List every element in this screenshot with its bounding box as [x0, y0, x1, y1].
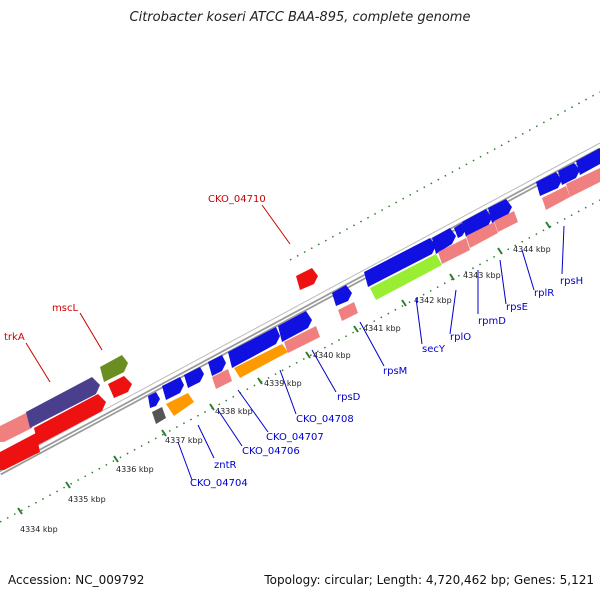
gene-arrow	[466, 222, 498, 248]
accession-text: Accession: NC_009792	[8, 573, 145, 587]
gene-label-rplr: rplR	[534, 288, 554, 299]
gene-label-secy: secY	[422, 344, 446, 355]
gene-label-cko-04704: CKO_04704	[190, 478, 248, 489]
gene-arrow	[566, 168, 600, 197]
gene-arrow	[576, 148, 600, 175]
gene-label-rplo: rplO	[450, 332, 471, 343]
gene-arrow	[488, 199, 512, 223]
genome-summary-text: Topology: circular; Length: 4,720,462 bp…	[264, 573, 594, 587]
gene-arrow-mscl	[100, 355, 128, 382]
gene-arrow	[108, 376, 132, 398]
tick-label: 4343 kbp	[463, 271, 501, 280]
gene-label-trka: trkA	[4, 332, 25, 343]
map-title: Citrobacter koseri ATCC BAA-895, complet…	[129, 10, 471, 25]
gene-label-zntr: zntR	[214, 460, 237, 471]
tick-label: 4338 kbp	[215, 407, 253, 416]
label-leaders	[25, 204, 565, 481]
gene-arrow	[34, 394, 106, 445]
gene-arrow	[542, 186, 570, 210]
gene-arrow	[494, 211, 518, 232]
gene-label-cko-04710: CKO_04710	[208, 194, 266, 205]
gene-label-rpsm: rpsM	[383, 366, 407, 377]
gene-arrow	[364, 238, 436, 287]
gene-arrow	[0, 412, 32, 442]
gene-arrow	[148, 392, 160, 408]
tick-label: 4335 kbp	[68, 495, 106, 504]
gene-labels: CKO_04710 mscL trkA CKO_04704 zntR CKO_0…	[4, 194, 583, 489]
tick-label: 4337 kbp	[165, 436, 203, 445]
gene-label-cko-04707: CKO_04707	[266, 432, 324, 443]
gene-arrow	[0, 433, 40, 470]
gene-label-rpsh: rpsH	[560, 276, 583, 287]
gene-arrow	[454, 223, 466, 238]
tick-label: 4341 kbp	[363, 324, 401, 333]
gene-arrow	[184, 367, 204, 388]
gene-arrow	[208, 355, 226, 376]
gene-arrow	[284, 326, 320, 353]
tick-label: 4336 kbp	[116, 465, 154, 474]
gene-arrow-cko-04710	[296, 268, 318, 290]
gene-label-rpse: rpsE	[506, 302, 528, 313]
outer-dotted-guide	[289, 91, 600, 261]
gene-label-rpsd: rpsD	[337, 392, 361, 403]
gene-arrow	[26, 377, 100, 428]
inner-dotted-guide	[0, 199, 600, 523]
tick-label: 4340 kbp	[313, 351, 351, 360]
gene-arrow	[332, 285, 352, 306]
gene-arrow	[536, 172, 562, 196]
gene-arrow	[234, 344, 288, 378]
gene-arrow	[370, 254, 442, 300]
gene-features	[0, 148, 600, 470]
gene-arrow	[278, 311, 312, 342]
gene-arrow	[162, 377, 184, 400]
tick-label: 4334 kbp	[20, 525, 58, 534]
tick-label: 4339 kbp	[264, 379, 302, 388]
gene-label-cko-04708: CKO_04708	[296, 414, 354, 425]
gene-label-rpmd: rpmD	[478, 316, 506, 327]
gene-arrow	[166, 393, 194, 416]
gene-arrow	[462, 209, 492, 237]
tick-labels: 4334 kbp 4335 kbp 4336 kbp 4337 kbp 4338…	[20, 245, 551, 534]
gene-label-mscl: mscL	[52, 303, 78, 314]
tick-label: 4342 kbp	[414, 296, 452, 305]
gene-arrow	[432, 228, 456, 254]
tick-label: 4344 kbp	[513, 245, 551, 254]
gene-arrow	[212, 369, 232, 389]
gene-arrow	[152, 407, 166, 424]
gene-arrow	[228, 327, 280, 368]
gene-arrow	[558, 163, 580, 185]
gene-arrow	[438, 238, 470, 264]
gene-label-cko-04706: CKO_04706	[242, 446, 300, 457]
tick-marks	[17, 221, 551, 515]
gene-arrow	[338, 302, 358, 321]
